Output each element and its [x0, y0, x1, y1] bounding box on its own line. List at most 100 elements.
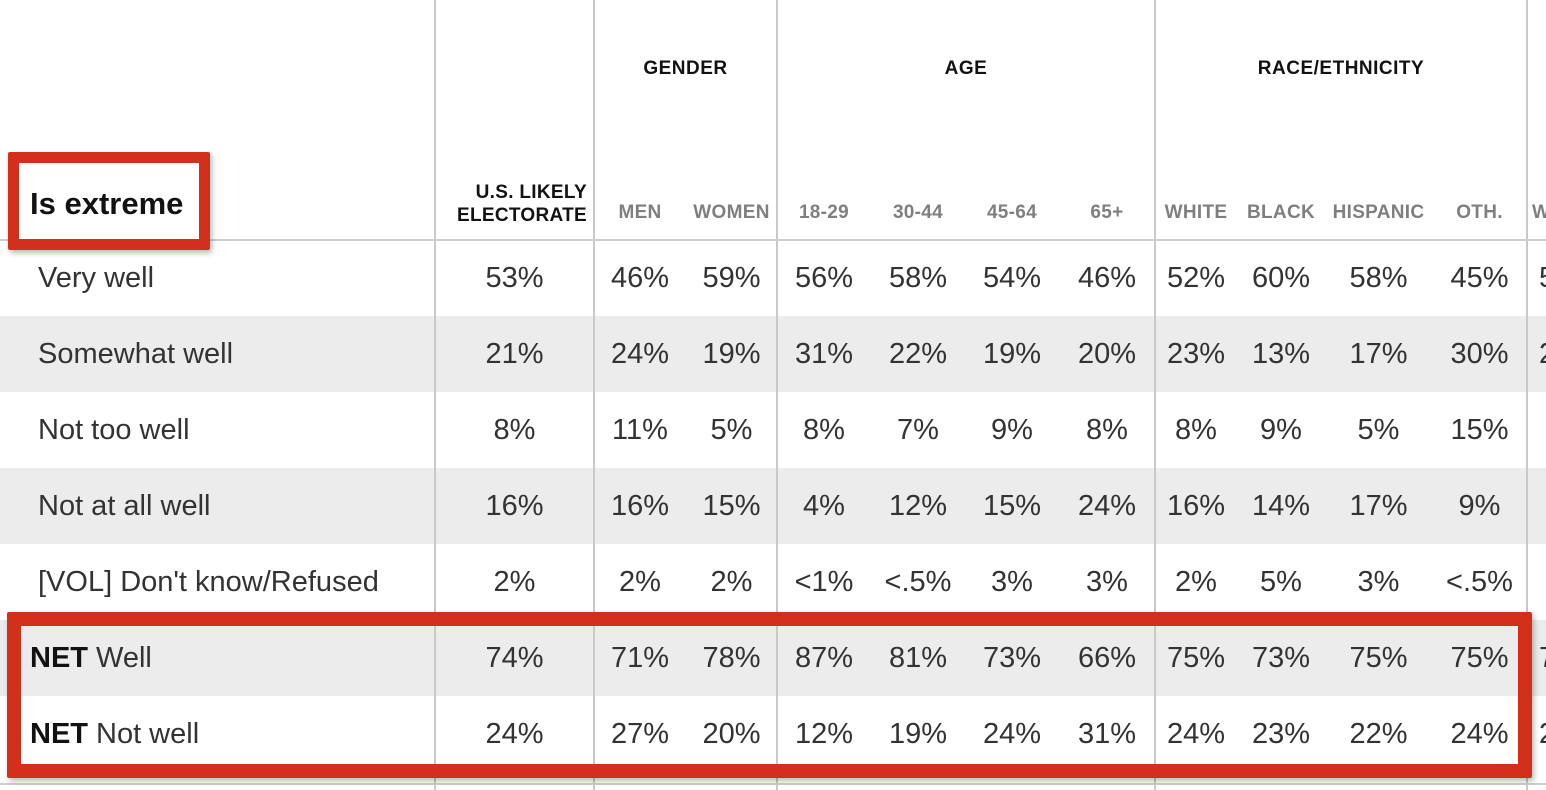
- row-label: Somewhat well: [38, 337, 234, 370]
- column-header-electorate: U.S. LIKELY ELECTORATE: [456, 181, 587, 226]
- table-cell: 3%: [991, 565, 1033, 598]
- table-cell: 24%: [982, 717, 1042, 750]
- table-cell: 75%: [1166, 641, 1226, 674]
- table-cell: 9%: [991, 413, 1033, 446]
- column-header-45-64: 45-64: [986, 202, 1038, 223]
- table-cell-clipped: 2: [1527, 696, 1546, 772]
- row-label: Very well: [38, 261, 155, 294]
- table-cell: 73%: [1251, 641, 1311, 674]
- table-cell: 87%: [794, 641, 854, 674]
- table-cell: 75%: [1450, 641, 1509, 674]
- column-header-women: WOMEN: [693, 202, 770, 223]
- table-cell: 12%: [888, 489, 948, 522]
- table-cell: 23%: [1166, 337, 1226, 370]
- table-cell: 81%: [888, 641, 948, 674]
- table-cell: 8%: [1086, 413, 1128, 446]
- table-cell: 30%: [1450, 337, 1509, 370]
- table-cell: 5%: [1357, 413, 1400, 446]
- table-cell: 2%: [493, 565, 536, 598]
- table-cell: 74%: [485, 641, 544, 674]
- table-cell: 75%: [1349, 641, 1408, 674]
- table-cell: 8%: [803, 413, 845, 446]
- table-cell: 2%: [710, 565, 753, 598]
- table-cell: 24%: [1166, 717, 1226, 750]
- table-cell-clipped: [1527, 544, 1546, 620]
- table-cell: 78%: [702, 641, 761, 674]
- column-group-age: AGE: [944, 58, 988, 79]
- table-cell: 20%: [702, 717, 761, 750]
- row-label: NET Not well: [30, 717, 200, 750]
- column-divider: [1154, 0, 1156, 790]
- table-row: [VOL] Don't know/Refused 2% 2% 2% <1% <.…: [0, 544, 1546, 620]
- table-cell: 31%: [1077, 717, 1137, 750]
- table-cell: 21%: [485, 337, 544, 370]
- table-cell: 3%: [1086, 565, 1128, 598]
- table-cell: 73%: [982, 641, 1042, 674]
- column-divider: [434, 0, 436, 790]
- column-group-race: RACE/ETHNICITY: [1257, 58, 1425, 79]
- table-cell: 16%: [485, 489, 544, 522]
- table-cell: 16%: [1166, 489, 1226, 522]
- table-cell: <.5%: [884, 565, 952, 598]
- table-cell: 24%: [1450, 717, 1509, 750]
- table-cell: 5%: [710, 413, 753, 446]
- table-cell: 58%: [1349, 261, 1408, 294]
- table-row-net-not-well: NET Not well 24% 27% 20% 12% 19% 24% 31% …: [0, 696, 1546, 772]
- table-cell: 20%: [1077, 337, 1137, 370]
- column-header-row: U.S. LIKELY ELECTORATE MEN WOMEN 18-29 3…: [0, 0, 1546, 240]
- table-cell: 17%: [1349, 489, 1408, 522]
- annotation-box-title: [8, 152, 210, 250]
- table-cell: 8%: [1175, 413, 1217, 446]
- table-cell: 3%: [1357, 565, 1400, 598]
- table-cell: 11%: [612, 413, 668, 446]
- column-header-clipped: W: [1532, 202, 1546, 223]
- table-cell: 4%: [803, 489, 845, 522]
- table-row-bg: [0, 620, 1546, 696]
- table-cell: 5%: [1260, 565, 1302, 598]
- table-cell: 45%: [1450, 261, 1509, 294]
- table-cell-clipped: [1527, 392, 1546, 468]
- table-cell: <.5%: [1446, 565, 1513, 598]
- table-cell: 19%: [982, 337, 1042, 370]
- table-cell: 7%: [897, 413, 939, 446]
- table-bottom-divider: [0, 783, 1546, 785]
- table-cell-clipped: [1527, 468, 1546, 544]
- column-header-oth: OTH.: [1456, 202, 1503, 223]
- table-cell: 2%: [1175, 565, 1217, 598]
- table-cell: 15%: [982, 489, 1042, 522]
- table-cell: 24%: [485, 717, 544, 750]
- table-cell: 12%: [794, 717, 854, 750]
- table-cell: 23%: [1251, 717, 1311, 750]
- table-cell: 56%: [794, 261, 854, 294]
- table-cell: <1%: [794, 565, 854, 598]
- table-cell-clipped: 7: [1527, 620, 1546, 696]
- table-row-net-well: NET Well 74% 71% 78% 87% 81% 73% 66% 75% …: [0, 620, 1546, 696]
- column-header-white: WHITE: [1164, 202, 1228, 223]
- table-cell: 24%: [610, 337, 670, 370]
- table-cell-clipped: 5: [1527, 240, 1546, 316]
- table-cell: 22%: [888, 337, 948, 370]
- table-row: Somewhat well 21% 24% 19% 31% 22% 19% 20…: [0, 316, 1546, 392]
- table-cell: 31%: [794, 337, 854, 370]
- table-cell: 24%: [1077, 489, 1137, 522]
- table-title: Is extreme: [30, 186, 184, 221]
- header-divider: [0, 239, 1546, 241]
- table-cell: 19%: [888, 717, 948, 750]
- column-header-18-29: 18-29: [798, 202, 850, 223]
- table-cell: 53%: [485, 261, 544, 294]
- table-cell: 16%: [610, 489, 670, 522]
- table-cell: 9%: [1260, 413, 1302, 446]
- table-cell: 27%: [610, 717, 670, 750]
- table-cell: 9%: [1458, 489, 1501, 522]
- table-cell: 52%: [1166, 261, 1226, 294]
- table-cell: 2%: [619, 565, 661, 598]
- annotation-box-net-rows: [7, 612, 1532, 778]
- table-cell: 58%: [888, 261, 948, 294]
- row-label: [VOL] Don't know/Refused: [38, 565, 379, 598]
- table-row-bg: [0, 316, 1546, 392]
- row-label: Not too well: [38, 413, 190, 446]
- column-header-30-44: 30-44: [892, 202, 944, 223]
- column-group-gender: GENDER: [643, 58, 728, 79]
- column-header-men: MEN: [618, 202, 662, 223]
